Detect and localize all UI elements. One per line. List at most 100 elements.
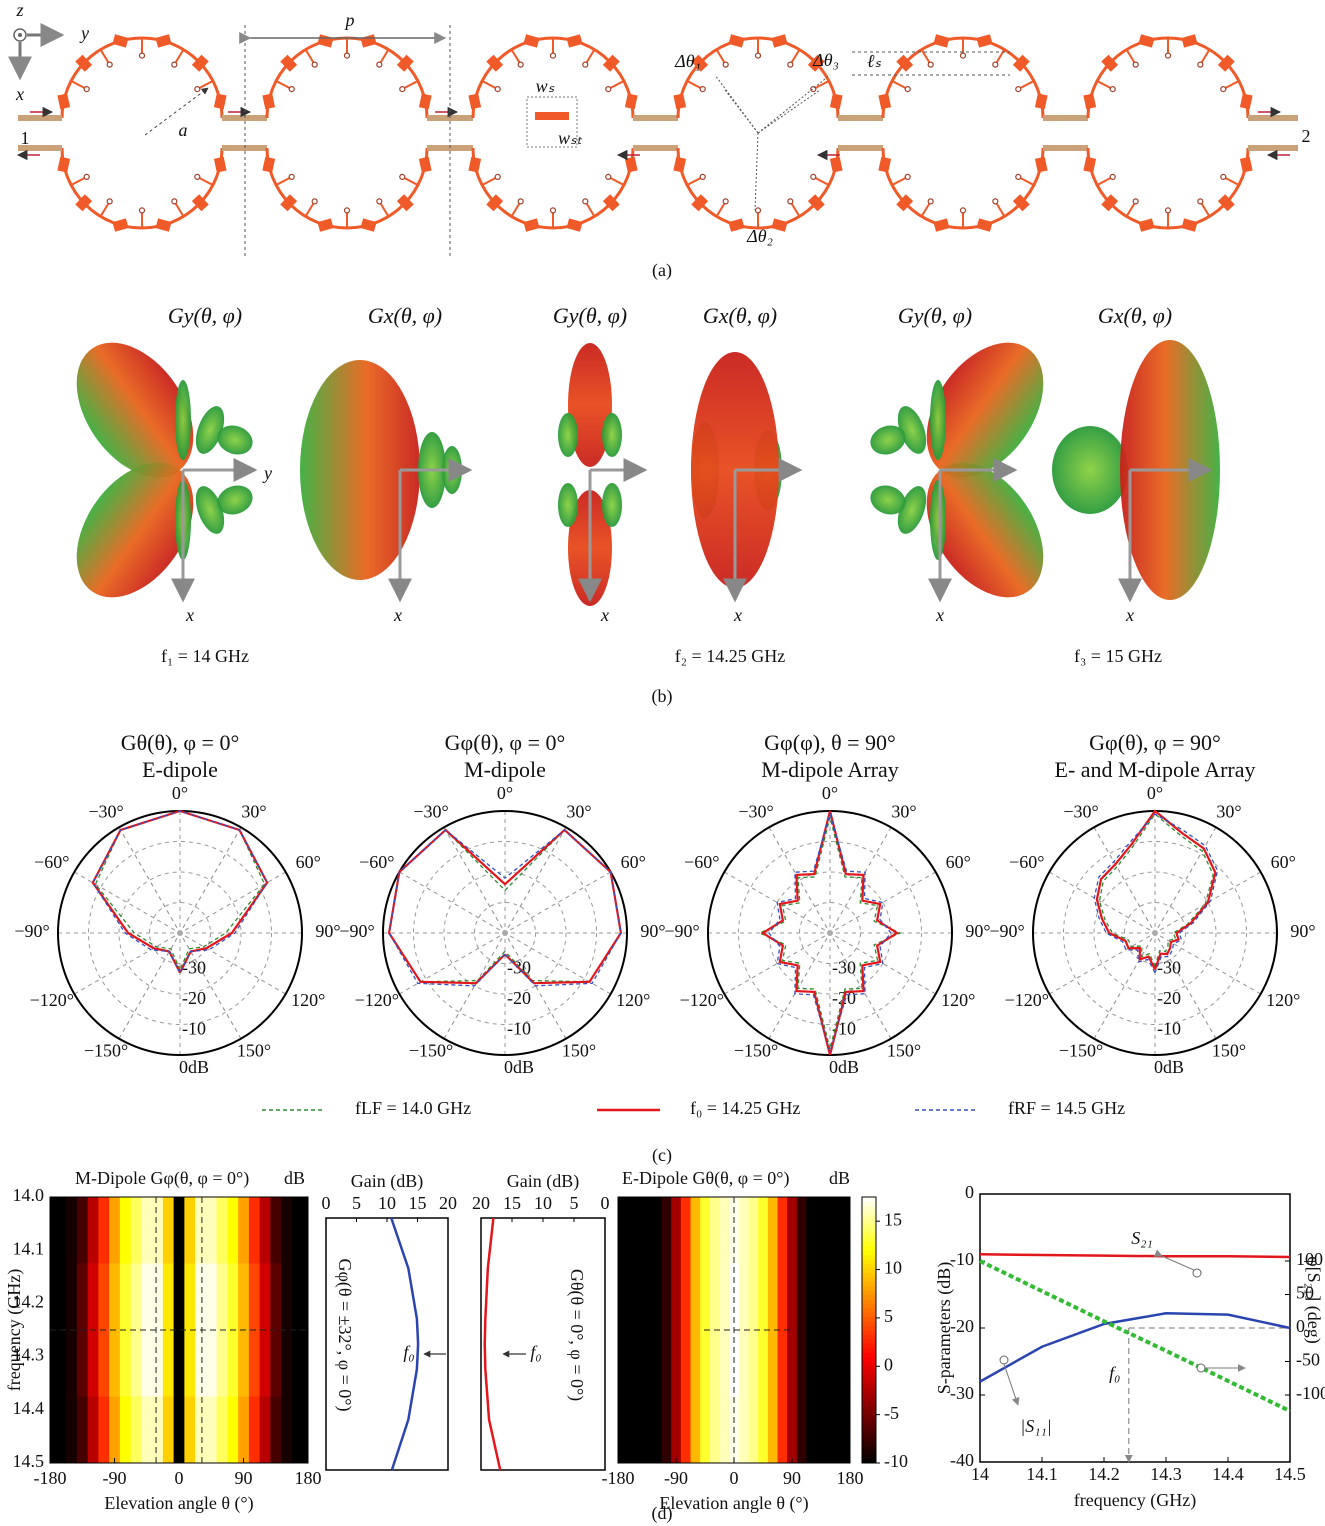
via <box>312 199 317 204</box>
heat-cell <box>691 1197 701 1264</box>
r-label: -20 <box>182 988 206 1008</box>
pattern-title: Gy(θ, φ) <box>168 303 242 328</box>
slot <box>155 34 171 47</box>
heat-cell <box>710 1397 720 1464</box>
y-axis-title: Gθ(θ = 0°, φ = 0°) <box>566 1269 587 1401</box>
heat-cell <box>206 1197 217 1264</box>
heat-cell <box>826 1197 836 1264</box>
x-tick-label: 180 <box>295 1468 322 1488</box>
heat-cell <box>260 1397 271 1464</box>
heat-cell <box>681 1264 691 1398</box>
label: y <box>262 463 272 483</box>
heat-cell <box>739 1397 749 1464</box>
slot <box>360 218 376 231</box>
y-tick-label: 14.4 <box>13 1398 45 1418</box>
via <box>1016 87 1021 92</box>
slot <box>1035 157 1048 173</box>
pattern-curve <box>1094 814 1217 973</box>
center-dot <box>1152 930 1158 936</box>
slot <box>566 34 582 47</box>
slot <box>112 34 128 47</box>
angle-label: −90° <box>989 921 1024 941</box>
colorbar-step <box>862 1428 876 1433</box>
label: y <box>79 23 89 43</box>
angle-ray <box>715 75 758 133</box>
via <box>1133 62 1138 67</box>
via <box>756 53 761 58</box>
legend-label: f₀ = 14.25 GHz <box>690 1098 800 1118</box>
via <box>700 87 705 92</box>
heat-cell <box>652 1397 662 1464</box>
heat-cell <box>662 1397 672 1464</box>
heatmap-unit: dB <box>284 1168 305 1188</box>
series-label: |S₁₁| <box>1020 1416 1051 1436</box>
via <box>495 174 500 179</box>
x-tick-label: 15 <box>409 1193 427 1213</box>
heat-cell <box>238 1197 249 1264</box>
slot <box>1240 93 1253 109</box>
figure: zyxpawₛwₛₜΔθ₁Δθ₃Δθ₂ℓₛ12(a)Gy(θ, φ)Gx(θ, … <box>0 0 1325 1526</box>
via <box>756 208 761 213</box>
via <box>518 62 523 67</box>
caption: (d) <box>652 1503 673 1524</box>
slot <box>57 93 70 109</box>
angle-label: 0° <box>497 783 513 803</box>
slot <box>878 93 891 109</box>
slot <box>262 93 275 109</box>
angle-label: 90° <box>640 921 665 941</box>
heat-cell <box>618 1264 623 1398</box>
polar-title: Gφ(θ), φ = 0° <box>445 730 566 755</box>
heat-cell <box>652 1197 662 1264</box>
via <box>84 87 89 92</box>
pattern-lobe <box>558 413 578 457</box>
slot <box>523 34 539 47</box>
r-label: 0dB <box>1154 1057 1184 1077</box>
colorbar-step <box>862 1268 876 1273</box>
via <box>1198 62 1203 67</box>
x-axis-title: Elevation angle θ (°) <box>659 1493 808 1514</box>
label: p <box>344 10 355 30</box>
heat-cell <box>642 1197 652 1264</box>
annotation-marker <box>1000 1356 1008 1364</box>
colorbar-step <box>862 1264 876 1269</box>
angle-label: −90° <box>339 921 374 941</box>
heat-cell <box>152 1397 163 1464</box>
heat-cell <box>120 1197 131 1264</box>
heat-cell <box>836 1197 846 1264</box>
colorbar-step <box>862 1436 876 1441</box>
slot <box>673 157 686 173</box>
heat-cell <box>260 1197 271 1264</box>
polar-subtitle: E- and M-dipole Array <box>1055 757 1256 782</box>
annotation: f₀ <box>1109 1363 1120 1383</box>
x-tick-label: 0 <box>730 1468 739 1488</box>
via <box>1166 53 1171 58</box>
via <box>993 199 998 204</box>
legend-label: fLF = 14.0 GHz <box>355 1098 471 1118</box>
heat-cell <box>292 1197 303 1264</box>
colorbar-step <box>862 1419 876 1424</box>
x-tick-label: -180 <box>602 1468 635 1488</box>
label: x <box>600 605 609 625</box>
angle-label: 150° <box>237 1041 271 1061</box>
pattern-lobe <box>602 413 622 457</box>
sparam-curve <box>980 1254 1290 1257</box>
heat-cell <box>66 1197 77 1264</box>
y-axis-title: S-parameters (dB) <box>934 1262 955 1394</box>
slot <box>112 218 128 231</box>
slot <box>728 34 744 47</box>
heat-cell <box>131 1397 142 1464</box>
slot <box>468 157 481 173</box>
slot <box>1138 34 1154 47</box>
via <box>495 87 500 92</box>
slot <box>155 218 171 231</box>
r-label: -10 <box>182 1019 206 1039</box>
heat-cell <box>671 1397 681 1464</box>
heat-cell <box>270 1197 281 1264</box>
angle-label: 120° <box>1266 990 1300 1010</box>
colorbar-step <box>862 1241 876 1246</box>
via <box>606 87 611 92</box>
colorbar-step <box>862 1210 876 1215</box>
colorbar-step <box>862 1445 876 1450</box>
x-tick-label: 20 <box>472 1193 490 1213</box>
pattern-lobe <box>1052 426 1128 514</box>
